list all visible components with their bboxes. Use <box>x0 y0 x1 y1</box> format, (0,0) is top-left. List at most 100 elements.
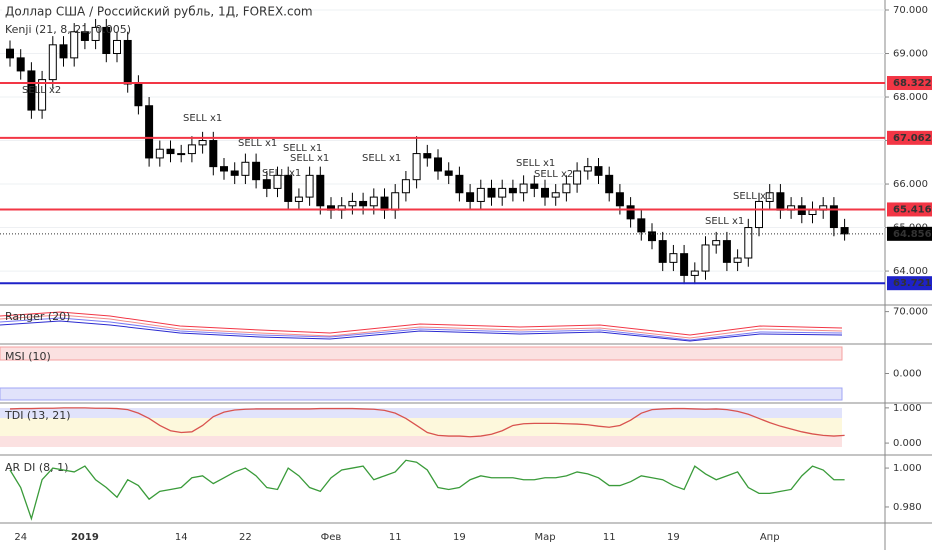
signal-label: SELL x1 <box>262 168 301 179</box>
x-tick-label: Мар <box>534 532 555 543</box>
candle-body <box>16 57 25 72</box>
candle-body <box>776 192 785 211</box>
y-tick-label: 1.000 <box>893 403 922 414</box>
candle-body <box>680 253 689 276</box>
candle-body <box>519 183 528 194</box>
candle-body <box>455 174 464 194</box>
level-label-bg <box>887 276 932 291</box>
candle-body <box>658 240 667 263</box>
plot: 64.00065.00066.00067.00068.00069.00070.0… <box>0 5 932 543</box>
candle-body <box>412 153 421 181</box>
signal-label: SELL x1 <box>362 153 401 164</box>
candle-body <box>369 196 378 207</box>
candle-body <box>401 179 410 194</box>
candle-body <box>712 240 721 246</box>
candle-body <box>744 227 753 259</box>
candle-body <box>6 48 14 59</box>
candle-body <box>113 39 121 55</box>
x-tick-label: Апр <box>760 532 780 543</box>
x-tick-label: 14 <box>175 532 188 543</box>
candle-body <box>541 187 549 198</box>
tdi-upper-band <box>0 408 842 418</box>
ranger-lines <box>0 311 843 342</box>
candle-body <box>27 70 36 111</box>
level-label: 68.322 <box>893 78 932 89</box>
tdi-lower-band <box>0 436 842 447</box>
candle-body <box>594 166 603 176</box>
candle-body <box>294 196 303 202</box>
candle-body <box>648 231 656 242</box>
candle-body <box>80 31 89 41</box>
candle-body <box>38 79 47 111</box>
x-tick-label: 11 <box>389 532 402 543</box>
tdi-mid-band <box>0 418 842 436</box>
candle-body <box>669 253 678 263</box>
y-tick-label: 1.000 <box>893 463 922 474</box>
x-tick-label: 19 <box>453 532 466 543</box>
candle-body <box>434 157 442 172</box>
candle-body <box>530 183 539 189</box>
indicator-line <box>9 407 845 438</box>
candle-body <box>198 140 207 146</box>
candle-body <box>284 174 293 202</box>
ranger-line <box>0 317 843 341</box>
candle-body <box>487 187 496 198</box>
title-bg <box>2 3 247 19</box>
candle-body <box>476 187 485 202</box>
candle-body <box>70 31 79 59</box>
candle-body <box>155 148 164 159</box>
level-label-bg <box>887 202 932 217</box>
panel-title: Ranger (20) <box>5 310 70 323</box>
candle-body <box>391 192 400 211</box>
signal-label: SELL x1 <box>733 191 772 202</box>
candle-body <box>177 153 186 156</box>
candle-body <box>59 44 68 59</box>
level-label: 65.416 <box>893 204 932 215</box>
candle-body <box>145 105 154 159</box>
candle-body <box>423 153 432 159</box>
candle-body <box>187 144 196 155</box>
candle-body <box>583 166 592 172</box>
level-label-bg <box>887 130 932 145</box>
ranger-line <box>0 314 843 339</box>
signal-label: SELL x1 <box>705 216 744 227</box>
candle-body <box>733 257 742 263</box>
candle-body <box>626 205 635 220</box>
candle-body <box>241 161 250 176</box>
candle-body <box>551 192 560 198</box>
indicator-line <box>9 459 845 521</box>
candle-body <box>765 192 774 202</box>
y-tick-label: 0.980 <box>893 502 922 513</box>
candle-body <box>380 196 389 211</box>
signal-label: SELL x1 <box>183 113 222 124</box>
candle-body <box>273 174 282 189</box>
y-tick-label: 69.000 <box>893 49 928 60</box>
x-tick-label: Фев <box>321 532 342 543</box>
y-tick-label: 70.000 <box>893 307 928 318</box>
candle-body <box>498 187 507 198</box>
x-tick-label: 22 <box>239 532 252 543</box>
candle-body <box>262 179 271 189</box>
y-tick-label: 70.000 <box>893 5 928 16</box>
candle-body <box>134 83 143 107</box>
x-tick-label: 24 <box>14 532 27 543</box>
candle-body <box>252 161 261 181</box>
candle-body <box>829 205 838 229</box>
chart-title: Доллар США / Российский рубль, 1Д, FOREX… <box>5 5 313 19</box>
signal-label: SELL x1 <box>290 153 329 164</box>
signal-label: SELL x1 <box>516 158 555 169</box>
candle-body <box>840 227 849 235</box>
y-tick-label: 0.000 <box>893 369 922 380</box>
y-tick-label: 66.000 <box>893 179 928 190</box>
candle-body <box>573 170 582 185</box>
candle-body <box>209 140 218 168</box>
signal-label: SELL x1 <box>238 138 277 149</box>
x-tick-label: 19 <box>667 532 680 543</box>
x-tick-label: 11 <box>603 532 616 543</box>
panel-title: MSI (10) <box>5 350 51 363</box>
candle-body <box>562 183 571 194</box>
